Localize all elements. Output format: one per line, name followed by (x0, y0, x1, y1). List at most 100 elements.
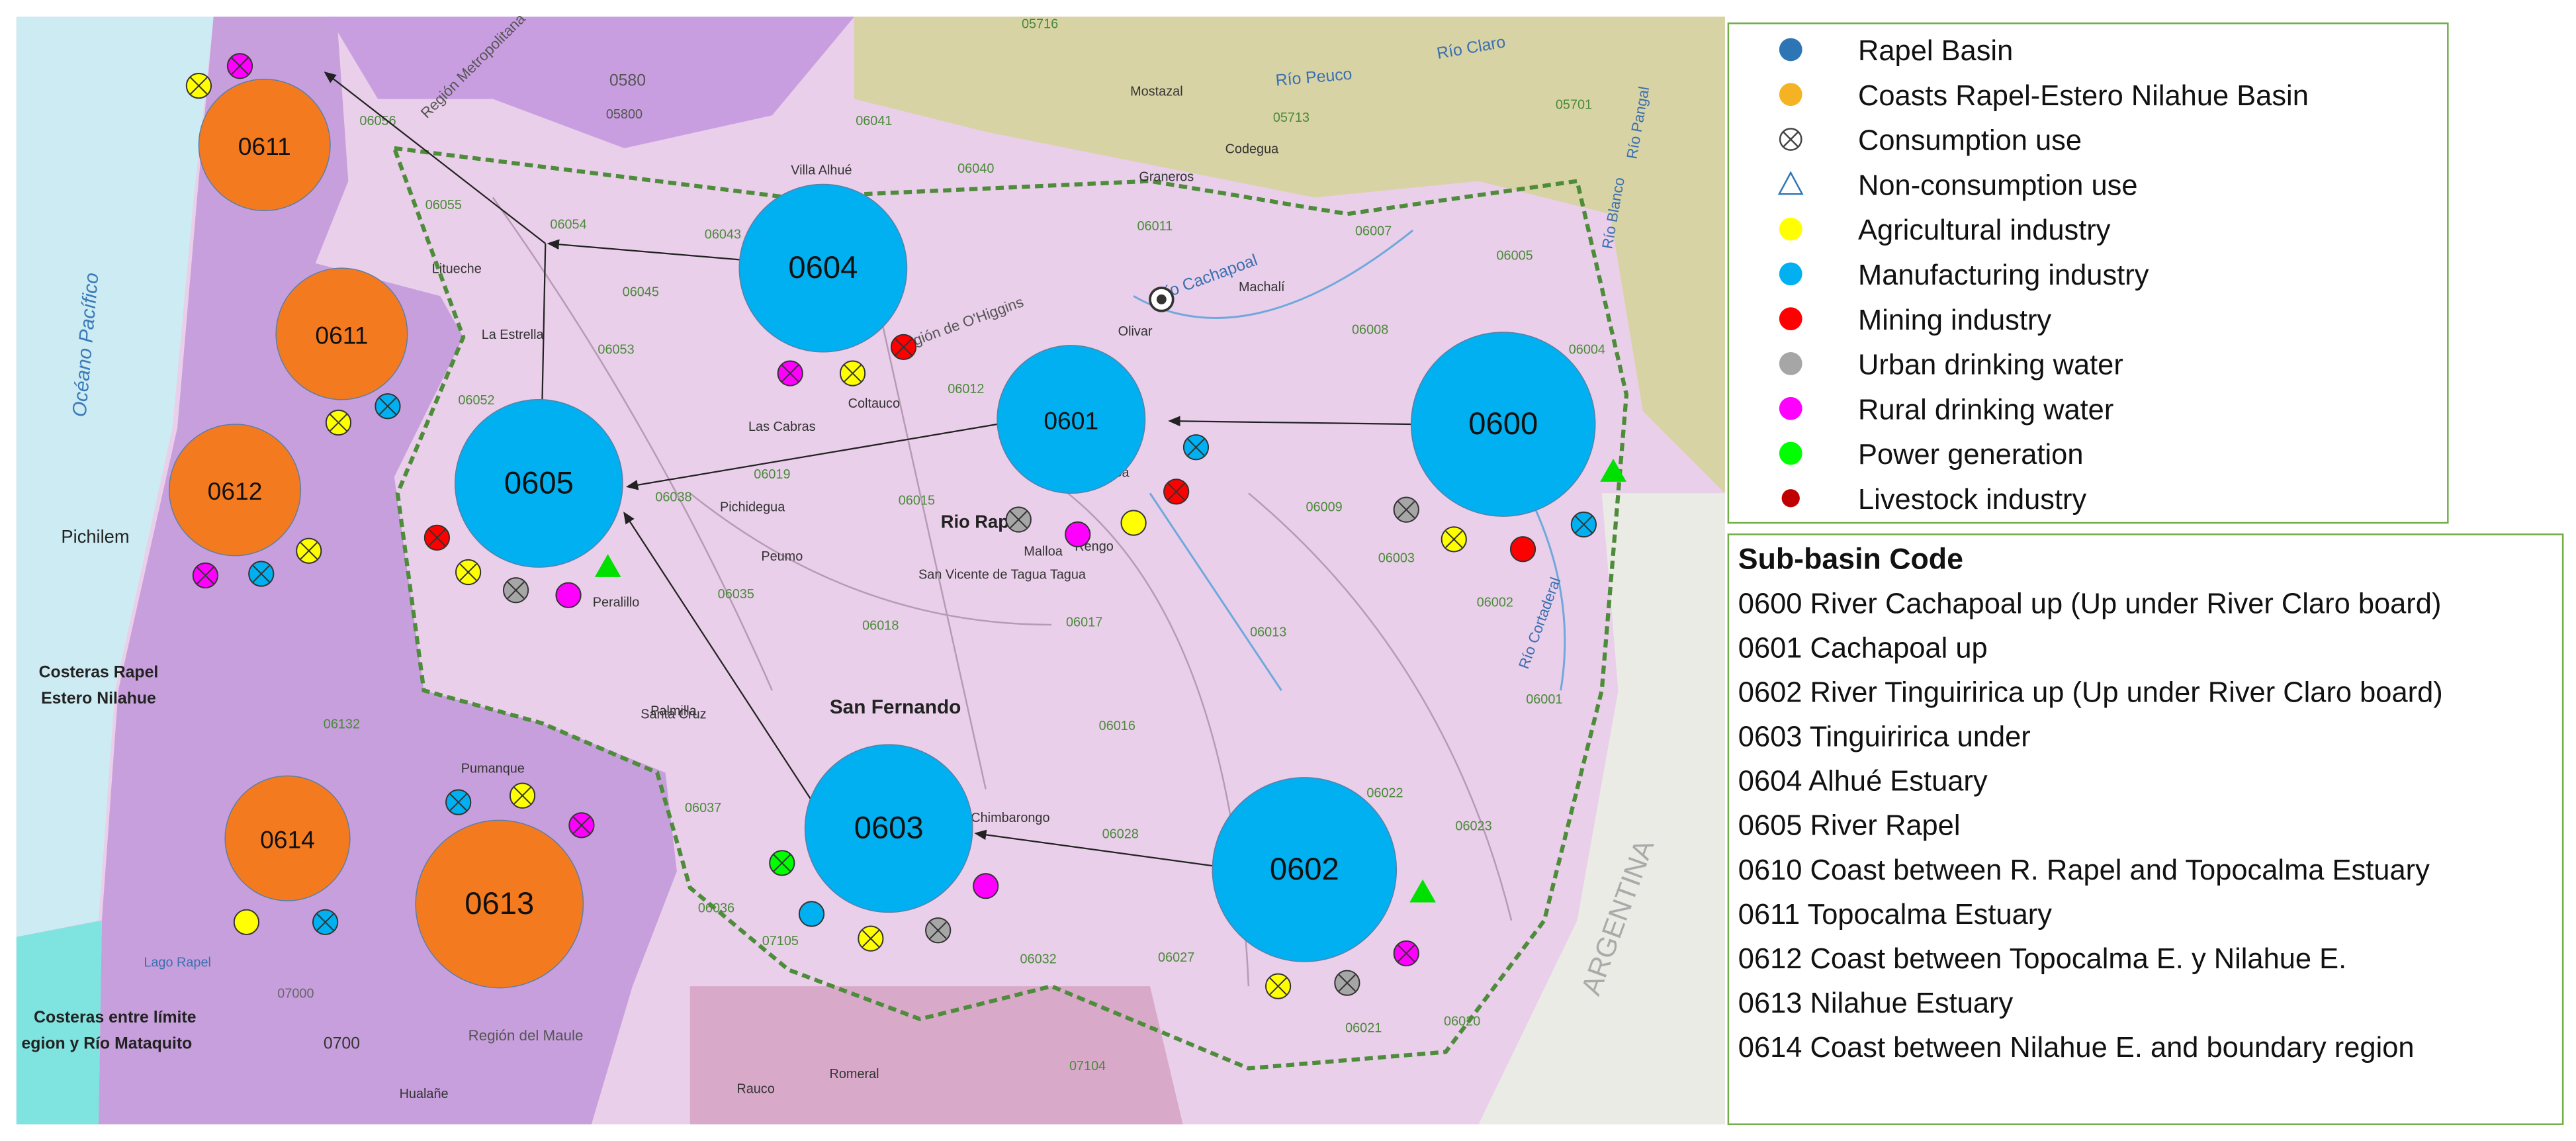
legend-symbol (1779, 38, 1802, 62)
sub-basin-entry: 0604 Alhué Estuary (1738, 764, 1988, 798)
legend-label: Mining industry (1858, 304, 2051, 336)
map-label: 05800 (606, 107, 643, 122)
use-marker-cross (316, 913, 334, 931)
map-label: 06052 (458, 393, 494, 408)
use-marker-cross (895, 338, 912, 356)
map-label: 06056 (359, 114, 396, 128)
use-marker-cross (330, 414, 347, 432)
use-markers (185, 53, 1626, 999)
legend-label: Urban drinking water (1858, 349, 2123, 381)
map-label: Santa Cruz (641, 707, 706, 721)
map-label: Rauco (736, 1082, 774, 1097)
use-marker-cross (300, 542, 318, 560)
map-label: Palmilla (650, 704, 697, 718)
map-label: 06015 (899, 494, 935, 508)
use-marker-cross (1010, 510, 1028, 529)
map-label: Litueche (432, 262, 482, 277)
map-label: Villa Alhué (791, 163, 852, 178)
sub-basin-label: 0611 (315, 321, 368, 349)
sub-basin-label: 0601 (1044, 406, 1098, 434)
map-label: 06040 (957, 161, 994, 176)
map-label: Malloa (1024, 545, 1063, 559)
sub-basin-circle (1212, 777, 1398, 962)
map-label: 06027 (1158, 950, 1194, 965)
legend-symbol (1779, 217, 1802, 241)
map-label: Graneros (1139, 170, 1194, 185)
use-marker-cross (1398, 501, 1415, 519)
legend-symbol (1779, 441, 1802, 465)
use-marker (798, 901, 825, 927)
map-label: La Estrella (482, 328, 545, 342)
map-label: 07000 (277, 987, 314, 1001)
non-consumption-marker (594, 554, 621, 577)
map-label: 06009 (1306, 500, 1343, 515)
map-label: 06004 (1569, 342, 1605, 357)
use-marker-cross (428, 529, 446, 547)
map-label: 06022 (1366, 786, 1403, 801)
use-marker-cross (459, 563, 477, 581)
map-label: San Fernando (830, 696, 961, 718)
sub-basin-entry: 0602 River Tinguiririca up (Up under Riv… (1738, 675, 2443, 709)
map-label: 06017 (1066, 615, 1102, 629)
map-label: 06013 (1250, 625, 1286, 639)
legend-symbol (1779, 307, 1802, 331)
use-marker-cross (1167, 482, 1185, 500)
use-marker-cross (781, 364, 799, 383)
map-label: 05701 (1556, 97, 1592, 112)
legend-label: Agricultural industry (1858, 214, 2111, 246)
use-marker-cross (929, 921, 947, 939)
sub-basin-label: 0603 (854, 810, 924, 845)
sub-basin-entry: 0614 Coast between Nilahue E. and bounda… (1738, 1030, 2415, 1064)
sub-basin-entry: 0611 Topocalma Estuary (1738, 897, 2052, 931)
legend-label: Power generation (1858, 439, 2083, 471)
sub-basin-circle (454, 399, 623, 568)
legend-symbol (1779, 262, 1802, 286)
sub-basin-label: 0602 (1270, 851, 1339, 886)
map-label: 06028 (1102, 827, 1139, 842)
use-marker-cross (572, 816, 591, 834)
sub-basin-entry: 0612 Coast between Topocalma E. y Nilahu… (1738, 942, 2347, 975)
map-label: 06016 (1099, 719, 1135, 733)
legend-symbol (1779, 83, 1802, 107)
map-label: 05713 (1273, 111, 1310, 125)
use-marker-cross (1398, 944, 1415, 962)
use-marker-cross (507, 581, 525, 599)
sub-basin-entry: 0600 River Cachapoal up (Up under River … (1738, 586, 2442, 620)
sub-basin-entry: 0613 Nilahue Estuary (1738, 986, 2014, 1019)
map-label: 07105 (762, 934, 799, 948)
sub-basin-title: Sub-basin Code (1738, 542, 1963, 576)
legend-symbol (1779, 396, 1802, 420)
sub-basin-label: 0604 (788, 250, 858, 285)
map-label: 06005 (1497, 249, 1533, 263)
map-label: 06003 (1378, 551, 1415, 566)
flow-arrows (326, 73, 1411, 868)
legend-symbol (1779, 352, 1802, 375)
legend-symbol (1777, 171, 1804, 195)
map-label: 06011 (1137, 219, 1173, 234)
map-label: 06002 (1477, 596, 1513, 610)
map-label: 07104 (1069, 1059, 1106, 1073)
map-label: 06055 (425, 198, 462, 212)
map-label: 06037 (685, 801, 721, 815)
sub-basin-box (1727, 533, 2564, 1125)
legend-symbol-cross (1783, 131, 1799, 148)
use-marker-cross (449, 793, 467, 811)
sub-basin-label: 0614 (260, 826, 315, 854)
map-label: Las Cabras (748, 420, 816, 434)
map-label: 06036 (698, 901, 734, 915)
map-label: 05716 (1022, 17, 1058, 32)
use-marker (1120, 510, 1147, 536)
use-marker-cross (1338, 974, 1356, 992)
map-label: Hualañe (400, 1087, 449, 1101)
map-label: Peralillo (593, 596, 640, 610)
sub-basin-text: Sub-basin Code 0600 River Cachapoal up (… (1738, 537, 2559, 1070)
map-label: 06007 (1355, 224, 1392, 239)
sub-basin-circle (224, 775, 351, 901)
use-marker-cross (862, 930, 879, 948)
sub-basin-circle (804, 744, 973, 913)
map-label: 06021 (1345, 1021, 1382, 1036)
sub-basin-entry: 0603 Tinguiririca under (1738, 719, 2031, 753)
map-label: 0700 (324, 1034, 360, 1052)
